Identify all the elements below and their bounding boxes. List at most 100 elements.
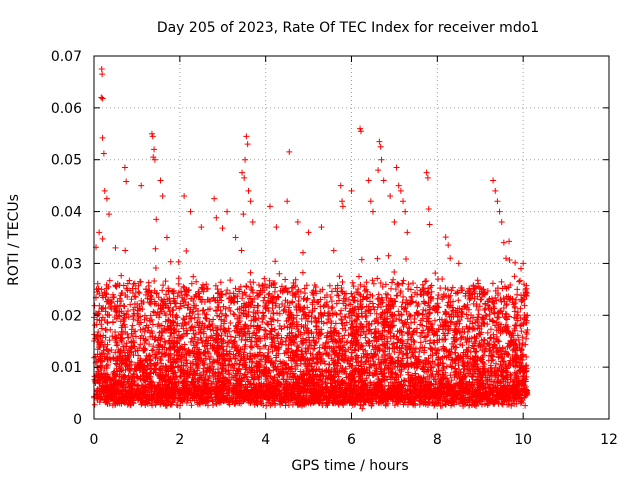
data-point — [106, 211, 113, 218]
data-point — [324, 319, 331, 326]
data-point — [217, 279, 224, 286]
data-point — [129, 322, 136, 329]
data-point — [303, 282, 310, 289]
data-point — [260, 402, 267, 409]
data-point — [99, 71, 106, 78]
data-point — [99, 235, 106, 242]
data-point — [268, 343, 275, 350]
data-point — [126, 277, 133, 284]
data-point — [520, 260, 527, 267]
data-point — [241, 174, 248, 181]
data-point — [455, 297, 462, 304]
data-point — [244, 141, 251, 148]
data-point — [112, 360, 119, 367]
data-point — [104, 320, 111, 326]
data-point — [226, 304, 233, 311]
data-point — [339, 279, 346, 286]
data-point — [358, 256, 365, 263]
data-point — [124, 280, 131, 287]
data-point — [423, 169, 430, 176]
data-point — [254, 401, 261, 408]
data-point — [518, 328, 525, 335]
data-point — [242, 156, 249, 163]
data-point — [399, 280, 406, 287]
data-point — [175, 275, 182, 282]
data-point — [294, 218, 301, 225]
data-point — [365, 322, 372, 329]
data-point — [339, 198, 346, 205]
data-point — [261, 294, 268, 301]
data-point — [422, 307, 429, 314]
data-point — [395, 182, 402, 189]
data-point — [391, 218, 398, 225]
data-point — [151, 156, 158, 163]
data-point — [363, 312, 370, 319]
data-point — [98, 65, 105, 72]
data-point — [328, 305, 335, 312]
data-point — [282, 302, 289, 309]
data-point — [357, 281, 364, 288]
data-point — [202, 314, 209, 321]
data-point — [413, 284, 420, 291]
data-point — [135, 382, 142, 389]
data-point — [405, 281, 412, 288]
data-point — [511, 273, 518, 280]
data-point — [227, 320, 234, 327]
data-point — [441, 336, 448, 343]
data-point — [490, 177, 497, 184]
data-point — [448, 287, 455, 294]
data-point — [475, 307, 482, 314]
data-point — [183, 357, 190, 364]
data-point — [431, 317, 438, 324]
data-point — [187, 208, 194, 215]
data-point — [486, 348, 493, 355]
data-point — [262, 327, 269, 334]
data-point — [484, 287, 491, 294]
data-point — [239, 169, 246, 176]
data-point — [496, 208, 503, 215]
data-point — [269, 348, 276, 355]
data-point — [198, 224, 205, 231]
data-point — [404, 229, 411, 236]
data-point — [440, 345, 447, 352]
data-point — [400, 323, 407, 330]
data-point — [273, 224, 280, 231]
data-point — [432, 270, 439, 277]
data-point — [486, 311, 493, 318]
data-point — [283, 335, 290, 342]
data-point — [274, 317, 281, 324]
data-point — [506, 296, 513, 303]
data-point — [224, 208, 231, 215]
data-point — [148, 130, 155, 137]
data-point — [261, 275, 268, 282]
data-point — [156, 314, 163, 321]
data-point — [393, 292, 400, 299]
data-point — [367, 198, 374, 205]
data-point — [317, 303, 324, 310]
data-point — [458, 287, 465, 294]
data-point — [244, 336, 251, 343]
data-point — [352, 347, 359, 354]
data-point — [243, 133, 250, 140]
data-point — [400, 198, 406, 205]
data-point — [442, 234, 449, 241]
data-point — [96, 229, 103, 236]
data-point — [157, 177, 164, 184]
data-point — [355, 362, 362, 369]
data-point — [494, 198, 501, 205]
data-point — [212, 282, 219, 289]
data-point — [402, 208, 409, 215]
data-point — [122, 247, 129, 254]
data-point — [362, 334, 369, 341]
data-point — [247, 269, 254, 276]
data-point — [522, 402, 529, 409]
data-point — [227, 277, 234, 284]
data-point — [310, 291, 317, 298]
data-point — [447, 255, 454, 262]
data-point — [384, 338, 391, 345]
data-point — [481, 306, 488, 313]
data-point — [309, 289, 316, 296]
data-point — [266, 203, 273, 210]
data-point — [484, 329, 491, 336]
data-point — [129, 374, 136, 381]
